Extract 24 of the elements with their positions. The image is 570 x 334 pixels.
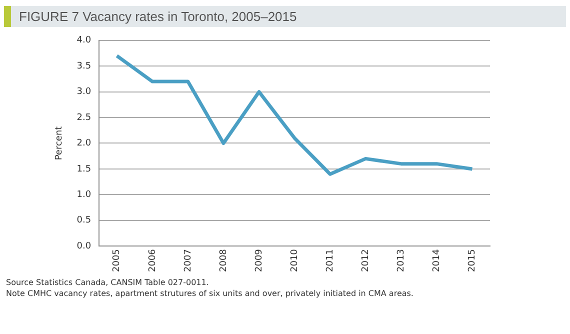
x-tick-label: 2011 (325, 249, 336, 272)
y-tick-label: 1.0 (76, 190, 92, 200)
x-tick-label: 2015 (468, 249, 478, 272)
x-tick-label: 2005 (112, 249, 122, 272)
y-tick-label: 0.0 (76, 241, 92, 252)
y-tick-label: 1.5 (76, 164, 92, 174)
y-tick-label: 3.5 (76, 61, 92, 72)
chart-title: FIGURE 7 Vacancy rates in Toronto, 2005–2015 (4, 6, 566, 27)
x-tick-label: 2008 (218, 248, 229, 272)
x-tick-label: 2007 (183, 249, 194, 272)
y-tick-label: 0.5 (76, 216, 92, 226)
text: Note CMHC vacancy rates, apartment strutures of six units and over, privately initiated in CMA areas. (6, 288, 414, 299)
x-tick-label: 2006 (148, 248, 158, 272)
x-tick-label: 2012 (360, 249, 371, 272)
x-tick-label: 2014 (432, 248, 442, 272)
source-note: Source Statistics Canada, CANSIM Table 027-0011. (6, 277, 210, 288)
y-tick-label: 2.0 (76, 138, 92, 149)
y-tick-label: 3.0 (76, 87, 92, 98)
x-tick-label: 2009 (254, 248, 264, 272)
y-tick-label: 4.0 (76, 36, 92, 46)
x-tick-label: 2013 (396, 249, 407, 272)
y-axis-title: Percent (54, 126, 65, 160)
y-tick-label: 2.5 (76, 112, 92, 123)
x-tick-label: 2010 (290, 248, 300, 272)
